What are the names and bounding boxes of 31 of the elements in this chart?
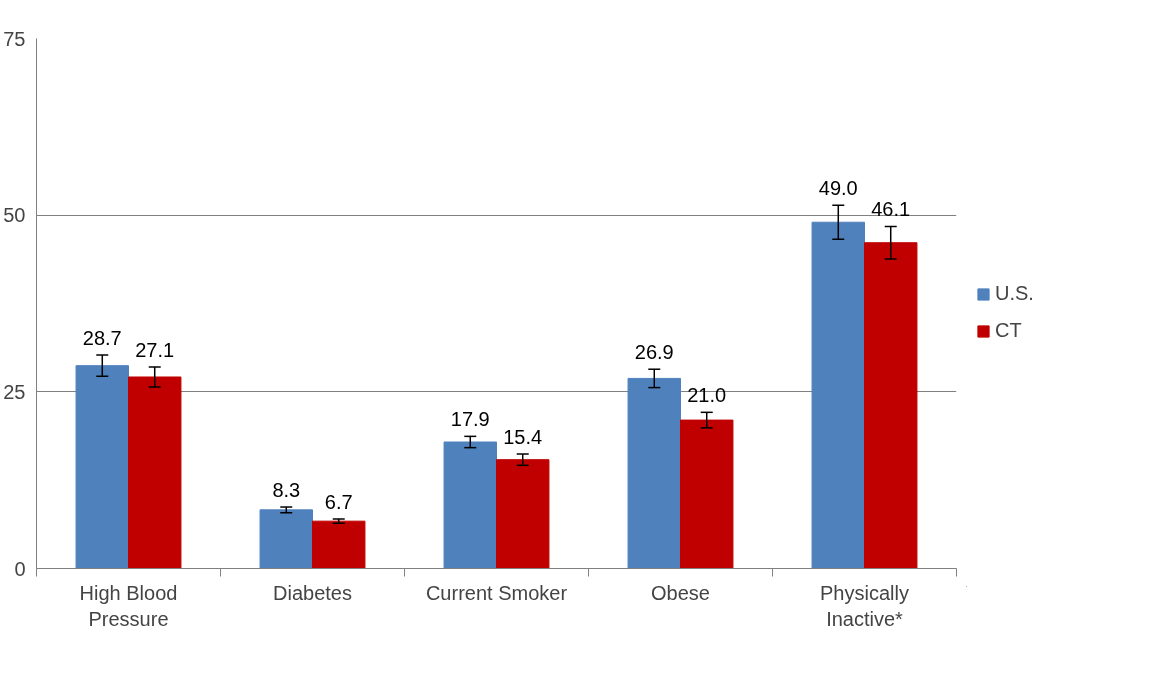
legend-label: U.S. (995, 282, 1035, 305)
x-tick-label: High Blood Pressure (79, 581, 178, 630)
y-tick-label: 25 (3, 380, 26, 403)
y-tick-label: 0 (14, 557, 26, 580)
bar (443, 441, 497, 569)
x-tick-label: Physically Inactive* (820, 581, 909, 630)
data-label: 49.0 (818, 177, 858, 200)
data-label: 6.7 (324, 491, 353, 514)
data-label: 26.9 (634, 341, 674, 364)
bar (811, 221, 865, 569)
bar (259, 509, 313, 569)
x-tick-label: Current Smoker (425, 581, 568, 604)
data-label: 46.1 (871, 198, 911, 221)
y-tick-label: 75 (3, 27, 26, 50)
data-label: 15.4 (503, 426, 543, 449)
bar (864, 242, 918, 569)
data-label: 21.0 (687, 384, 727, 407)
y-tick-label: 50 (3, 204, 26, 227)
x-tick-label: Diabetes (273, 581, 352, 604)
bar (627, 377, 681, 569)
data-label: 8.3 (272, 479, 301, 502)
data-label: 17.9 (450, 408, 490, 431)
bar (75, 365, 129, 569)
x-tick-label: Obese (651, 581, 710, 604)
bar (680, 419, 734, 569)
bar (312, 520, 366, 569)
data-label: 27.1 (135, 339, 175, 362)
bar (128, 376, 182, 569)
legend-label: CT (995, 319, 1023, 342)
data-label: 28.7 (82, 327, 122, 350)
bar (496, 459, 550, 569)
